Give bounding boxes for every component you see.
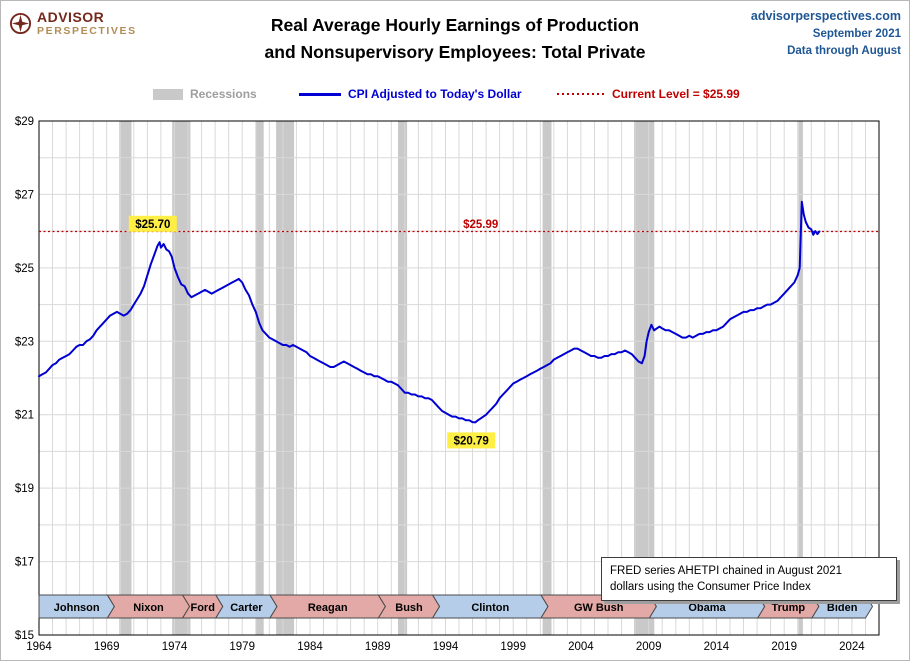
fred-note-line-1: FRED series AHETPI chained in August 202… bbox=[610, 565, 843, 577]
logo-advisor: ADVISOR bbox=[37, 9, 105, 25]
legend-item-recessions: Recessions bbox=[153, 87, 257, 101]
page-title: Real Average Hourly Earnings of Producti… bbox=[1, 12, 909, 66]
x-axis-label: 1984 bbox=[297, 641, 323, 653]
annotation-label: $20.79 bbox=[454, 435, 489, 447]
annotation-label: $25.99 bbox=[463, 219, 498, 231]
y-axis-label: $25 bbox=[15, 263, 34, 275]
president-label: Carter bbox=[230, 602, 263, 614]
x-axis-label: 1969 bbox=[94, 641, 120, 653]
source-date: September 2021 bbox=[812, 28, 901, 40]
chart-legend: Recessions CPI Adjusted to Today's Dolla… bbox=[1, 87, 909, 103]
annotation-highlight bbox=[447, 432, 496, 449]
x-axis-label: 1989 bbox=[365, 641, 391, 653]
x-axis-label: 2019 bbox=[771, 641, 797, 653]
president-label: Reagan bbox=[308, 602, 348, 614]
compass-icon bbox=[9, 12, 32, 35]
x-axis-label: 1964 bbox=[26, 641, 52, 653]
y-axis-label: $21 bbox=[15, 410, 34, 422]
president-label: Nixon bbox=[133, 602, 164, 614]
x-axis-label: 1994 bbox=[433, 641, 459, 653]
x-axis-label: 2024 bbox=[839, 641, 865, 653]
source-block: advisorperspectives.com September 2021 D… bbox=[751, 9, 901, 57]
logo-perspectives: PERSPECTIVES bbox=[37, 25, 137, 37]
president-label: Obama bbox=[688, 602, 726, 614]
president-label: Clinton bbox=[471, 602, 509, 614]
fred-note-line-2: dollars using the Consumer Price Index bbox=[610, 581, 811, 593]
y-axis-label: $29 bbox=[15, 116, 34, 128]
y-axis-label: $19 bbox=[15, 483, 34, 495]
current-level-swatch bbox=[557, 93, 605, 95]
president-label: Johnson bbox=[54, 602, 100, 614]
annotation-label: $25.70 bbox=[135, 219, 170, 231]
legend-item-cpi: CPI Adjusted to Today's Dollar bbox=[299, 87, 522, 101]
x-axis-label: 1974 bbox=[162, 641, 188, 653]
annotation-highlight bbox=[128, 215, 177, 232]
earnings-chart: Johnson Nixon Ford Carter Reagan Bush Clinton G… bbox=[15, 116, 880, 653]
source-site: advisorperspectives.com bbox=[750, 9, 901, 23]
president-label: Trump bbox=[771, 602, 805, 614]
plot-border bbox=[38, 120, 880, 636]
legend-label-recessions: Recessions bbox=[190, 87, 257, 101]
series-line-swatch bbox=[299, 92, 341, 96]
logo-text: ADVISOR PERSPECTIVES bbox=[37, 10, 137, 38]
legend-label-current-level: Current Level = $25.99 bbox=[612, 87, 740, 101]
y-axis-label: $23 bbox=[15, 336, 34, 348]
recession-swatch bbox=[153, 88, 183, 100]
x-axis-label: 1979 bbox=[229, 641, 255, 653]
title-line-1: Real Average Hourly Earnings of Producti… bbox=[270, 15, 640, 35]
fred-note: FRED series AHETPI chained in August 202… bbox=[601, 557, 897, 601]
x-axis-label: 2004 bbox=[568, 641, 594, 653]
legend-item-current-level: Current Level = $25.99 bbox=[557, 87, 740, 101]
y-axis-label: $15 bbox=[15, 630, 34, 642]
title-line-2: and Nonsupervisory Employees: Total Priv… bbox=[264, 42, 646, 62]
x-axis-label: 1999 bbox=[500, 641, 526, 653]
president-label: Biden bbox=[827, 602, 858, 614]
legend-label-cpi: CPI Adjusted to Today's Dollar bbox=[348, 87, 522, 101]
cpi-series-line bbox=[38, 200, 821, 424]
president-label: GW Bush bbox=[574, 602, 624, 614]
x-axis-label: 2014 bbox=[704, 641, 730, 653]
president-label: Ford bbox=[190, 602, 214, 614]
source-note: Data through August bbox=[787, 45, 901, 57]
y-axis-label: $27 bbox=[15, 189, 34, 201]
x-axis-label: 2009 bbox=[636, 641, 662, 653]
y-axis-label: $17 bbox=[15, 557, 34, 569]
advisor-perspectives-logo: ADVISOR PERSPECTIVES bbox=[9, 10, 137, 38]
president-label: Bush bbox=[395, 602, 423, 614]
